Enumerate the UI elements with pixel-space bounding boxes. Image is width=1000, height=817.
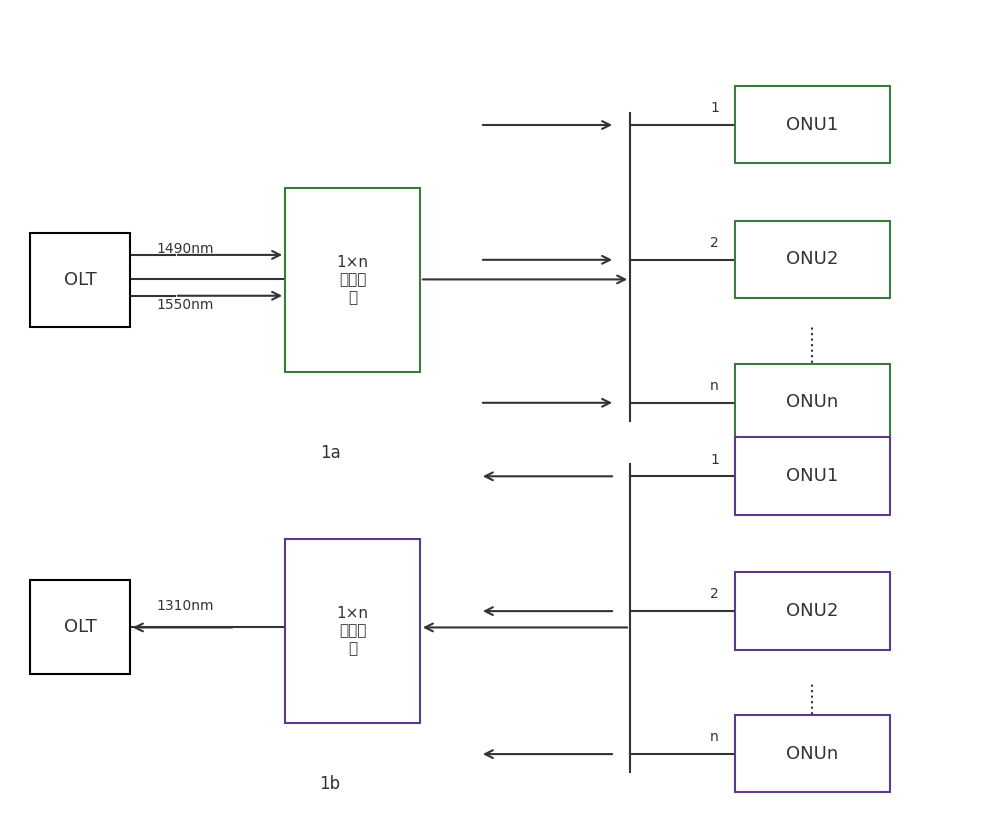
Text: 1b: 1b — [319, 775, 341, 793]
Bar — [30, 233, 130, 327]
Text: n: n — [710, 379, 719, 393]
Text: ONU1: ONU1 — [786, 467, 839, 485]
Text: ONUn: ONUn — [786, 393, 839, 412]
Bar — [30, 580, 130, 674]
Text: 2: 2 — [710, 587, 719, 601]
Text: n: n — [710, 730, 719, 744]
Bar — [735, 437, 890, 515]
Text: 1550nm: 1550nm — [156, 297, 214, 312]
Bar — [735, 86, 890, 163]
Text: 1310nm: 1310nm — [156, 599, 214, 614]
Text: 2: 2 — [710, 236, 719, 250]
Bar — [735, 221, 890, 298]
Text: ONU1: ONU1 — [786, 115, 839, 134]
Text: 1×n
光分路
器: 1×n 光分路 器 — [336, 255, 368, 305]
Text: 1: 1 — [710, 453, 719, 467]
Bar — [735, 364, 890, 441]
Text: OLT: OLT — [64, 618, 96, 636]
Text: 1490nm: 1490nm — [156, 242, 214, 257]
Text: ONU2: ONU2 — [786, 250, 839, 269]
Text: 1: 1 — [710, 101, 719, 115]
Text: 1×n
光分路
器: 1×n 光分路 器 — [336, 606, 368, 656]
Bar — [735, 572, 890, 650]
Bar — [735, 715, 890, 792]
Bar — [285, 188, 420, 372]
Text: OLT: OLT — [64, 270, 96, 289]
Text: ONU2: ONU2 — [786, 601, 839, 620]
Text: ONUn: ONUn — [786, 744, 839, 763]
Text: 1a: 1a — [320, 444, 340, 462]
Bar — [285, 539, 420, 723]
